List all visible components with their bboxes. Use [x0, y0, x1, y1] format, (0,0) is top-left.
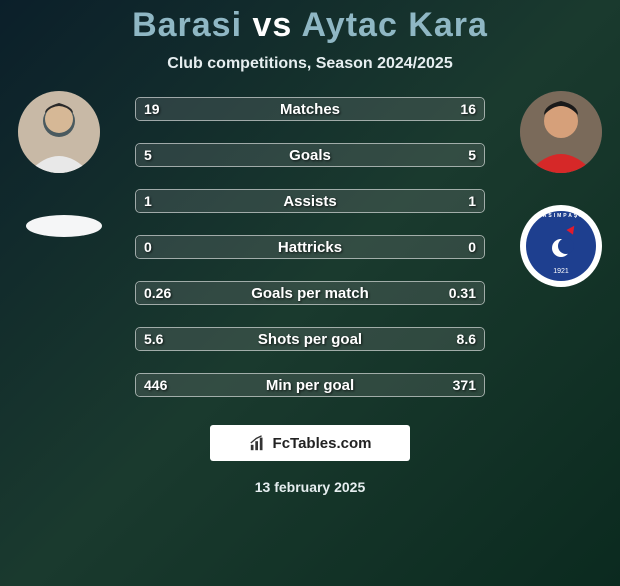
stat-row: 5.6 8.6 Shots per goal: [135, 327, 485, 351]
date-text: 13 february 2025: [10, 479, 610, 495]
stat-row: 446 371 Min per goal: [135, 373, 485, 397]
stat-value-left: 446: [144, 374, 167, 396]
club-left-badge: [26, 215, 102, 237]
player-left-name: Barasi: [132, 6, 242, 44]
stat-row: 0 0 Hattricks: [135, 235, 485, 259]
stat-fill-left: [136, 144, 310, 166]
stat-label: Assists: [283, 193, 336, 210]
stat-value-left: 5.6: [144, 328, 163, 350]
player-right-name: Aytac Kara: [302, 6, 488, 44]
brand-badge[interactable]: FcTables.com: [210, 425, 410, 461]
moon-icon: [552, 239, 570, 257]
player-right-avatar: [520, 91, 602, 173]
club-right-badge: KASIMPAŞA 1921: [520, 205, 602, 287]
stat-value-right: 5: [468, 144, 476, 166]
content-area: KASIMPAŞA 1921 19 16 Matches 5 5 Goals 1 1 Assis…: [0, 73, 620, 495]
stat-value-left: 5: [144, 144, 152, 166]
stat-value-left: 1: [144, 190, 152, 212]
avatar-placeholder-icon: [520, 91, 602, 173]
stat-row: 19 16 Matches: [135, 97, 485, 121]
stat-value-right: 1: [468, 190, 476, 212]
stats-table: 19 16 Matches 5 5 Goals 1 1 Assists 0 0 Hattricks 0.…: [135, 93, 485, 397]
stat-value-left: 19: [144, 98, 160, 120]
vs-text: vs: [253, 6, 293, 44]
stat-value-right: 0: [468, 236, 476, 258]
stat-fill-right: [310, 144, 484, 166]
brand-text: FcTables.com: [273, 435, 372, 452]
stat-value-left: 0: [144, 236, 152, 258]
stat-row: 5 5 Goals: [135, 143, 485, 167]
stat-row: 1 1 Assists: [135, 189, 485, 213]
stat-value-left: 0.26: [144, 282, 171, 304]
stat-label: Goals per match: [251, 285, 369, 302]
avatar-placeholder-icon: [18, 91, 100, 173]
comparison-title: Barasi vs Aytac Kara: [0, 6, 620, 45]
stat-label: Hattricks: [278, 239, 342, 256]
subtitle: Club competitions, Season 2024/2025: [0, 55, 620, 73]
club-right-year: 1921: [526, 268, 596, 275]
stat-value-right: 8.6: [457, 328, 476, 350]
stat-value-right: 371: [453, 374, 476, 396]
chart-icon: [249, 434, 267, 452]
stat-label: Goals: [289, 147, 331, 164]
star-icon: [566, 223, 577, 234]
stat-value-right: 16: [460, 98, 476, 120]
stat-row: 0.26 0.31 Goals per match: [135, 281, 485, 305]
stat-value-right: 0.31: [449, 282, 476, 304]
club-right-name: KASIMPAŞA: [526, 213, 596, 219]
stat-label: Min per goal: [266, 377, 354, 394]
stat-label: Shots per goal: [258, 331, 362, 348]
stat-label: Matches: [280, 101, 340, 118]
player-left-avatar: [18, 91, 100, 173]
